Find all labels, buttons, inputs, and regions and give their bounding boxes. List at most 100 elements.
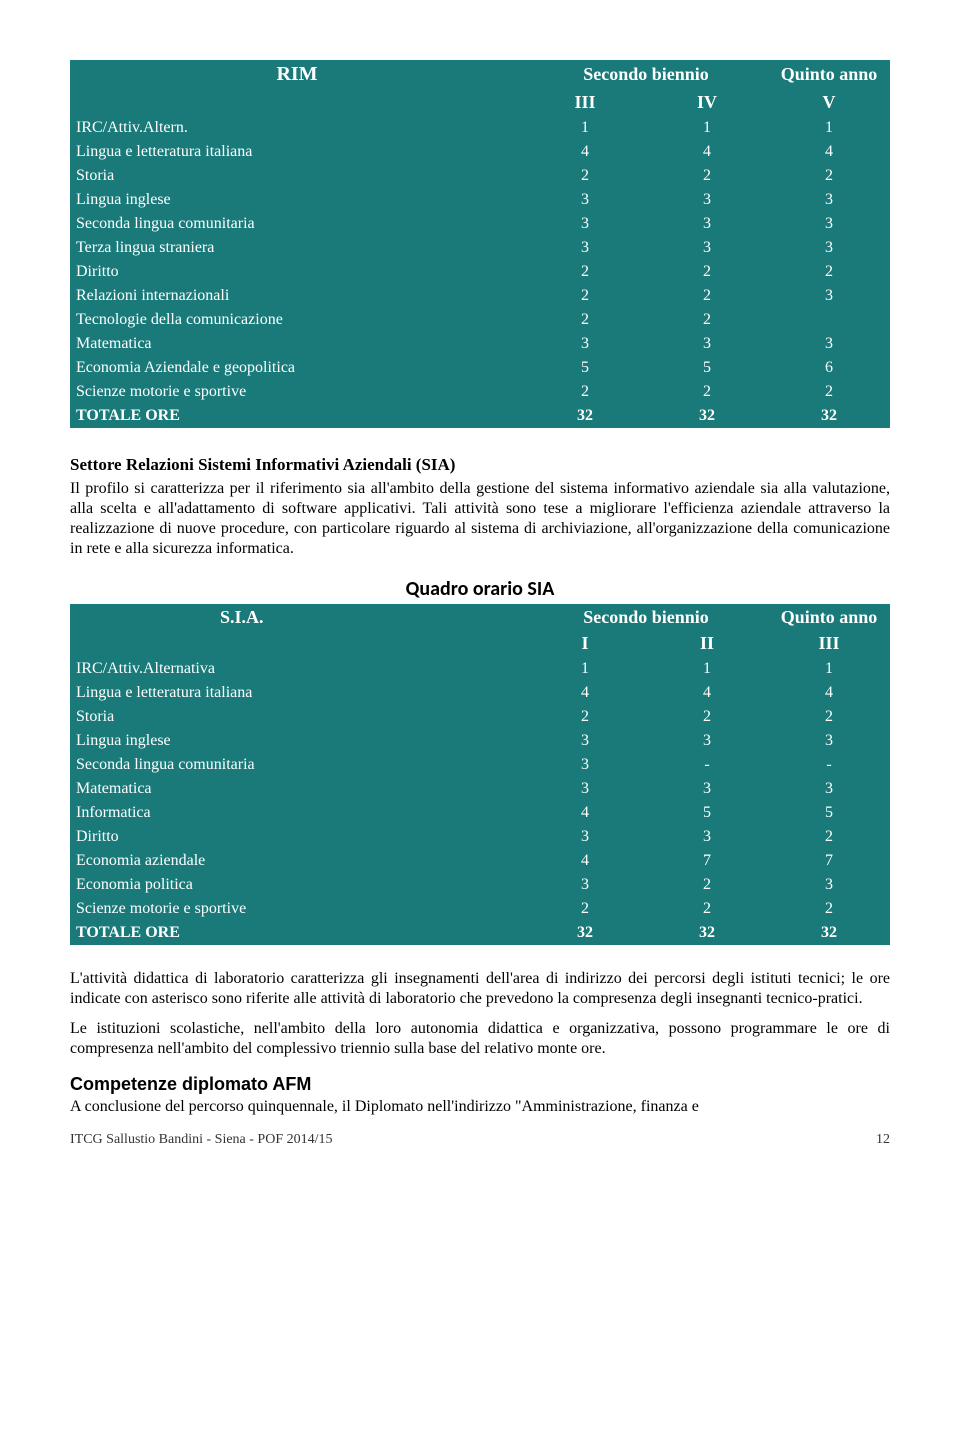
row-value: 2: [646, 308, 768, 332]
table-row: Seconda lingua comunitaria333: [70, 212, 890, 236]
row-label: Lingua inglese: [70, 188, 524, 212]
row-label: Storia: [70, 705, 524, 729]
table-row: Economia aziendale477: [70, 849, 890, 873]
table-row: Matematica333: [70, 777, 890, 801]
table-row: Diritto222: [70, 260, 890, 284]
row-label: Matematica: [70, 332, 524, 356]
table-row: Terza lingua straniera333: [70, 236, 890, 260]
row-value: 2: [646, 380, 768, 404]
table-row: IRC/Attiv.Alternativa111: [70, 657, 890, 681]
row-value: 3: [524, 212, 646, 236]
page-number: 12: [876, 1131, 890, 1149]
row-value: 7: [646, 849, 768, 873]
row-value: 1: [768, 116, 890, 140]
row-value: 2: [646, 705, 768, 729]
row-value: -: [768, 753, 890, 777]
rim-period1: Secondo biennio: [524, 60, 768, 89]
sia-table: S.I.A. Secondo biennio Quinto anno I II …: [70, 604, 890, 945]
sia-col-ii: II: [646, 630, 768, 657]
row-value: 3: [646, 332, 768, 356]
table-row: Matematica333: [70, 332, 890, 356]
row-value: 2: [768, 164, 890, 188]
row-value: 5: [646, 801, 768, 825]
row-value: 2: [524, 897, 646, 921]
row-value: 2: [524, 260, 646, 284]
row-value: 2: [524, 380, 646, 404]
row-value: 3: [524, 236, 646, 260]
row-label: Scienze motorie e sportive: [70, 897, 524, 921]
table-row: Lingua e letteratura italiana444: [70, 140, 890, 164]
row-value: 3: [768, 188, 890, 212]
table-row: Seconda lingua comunitaria3--: [70, 753, 890, 777]
row-value: 2: [524, 284, 646, 308]
row-label: Economia aziendale: [70, 849, 524, 873]
row-value: 3: [524, 753, 646, 777]
row-value: 32: [524, 404, 646, 428]
rim-col-iii: III: [524, 89, 646, 116]
row-value: 2: [524, 308, 646, 332]
row-value: 3: [524, 188, 646, 212]
row-value: 3: [646, 236, 768, 260]
row-value: 32: [768, 404, 890, 428]
row-label: Diritto: [70, 825, 524, 849]
row-value: 3: [646, 729, 768, 753]
row-value: 4: [646, 681, 768, 705]
sia-period2: Quinto anno: [768, 604, 890, 631]
table-row: Lingua inglese333: [70, 729, 890, 753]
row-label: Seconda lingua comunitaria: [70, 212, 524, 236]
row-value: 1: [646, 657, 768, 681]
table-row: Informatica455: [70, 801, 890, 825]
row-label: Lingua inglese: [70, 729, 524, 753]
sia-col-i: I: [524, 630, 646, 657]
row-value: 5: [524, 356, 646, 380]
row-value: 3: [524, 729, 646, 753]
row-label: IRC/Attiv.Altern.: [70, 116, 524, 140]
table-row: Tecnologie della comunicazione22: [70, 308, 890, 332]
table-row: Scienze motorie e sportive222: [70, 380, 890, 404]
rim-period2: Quinto anno: [768, 60, 890, 89]
row-value: [768, 308, 890, 332]
row-value: 3: [768, 212, 890, 236]
sia-paragraph: Il profilo si caratterizza per il riferi…: [70, 479, 890, 559]
row-value: 2: [524, 705, 646, 729]
row-value: 1: [646, 116, 768, 140]
row-value: 5: [768, 801, 890, 825]
row-label: Economia politica: [70, 873, 524, 897]
row-label: TOTALE ORE: [70, 921, 524, 945]
table-row: Relazioni internazionali223: [70, 284, 890, 308]
row-label: Diritto: [70, 260, 524, 284]
row-value: 2: [768, 825, 890, 849]
row-value: 3: [646, 825, 768, 849]
row-value: 3: [524, 332, 646, 356]
row-value: 4: [524, 849, 646, 873]
row-value: 3: [524, 777, 646, 801]
row-value: 3: [524, 825, 646, 849]
row-value: 2: [646, 164, 768, 188]
row-value: 2: [524, 164, 646, 188]
row-value: 32: [524, 921, 646, 945]
row-value: 32: [646, 921, 768, 945]
row-value: 4: [768, 681, 890, 705]
row-label: Seconda lingua comunitaria: [70, 753, 524, 777]
competenze-title: Competenze diplomato AFM: [70, 1073, 890, 1096]
row-value: 3: [768, 236, 890, 260]
row-value: 3: [524, 873, 646, 897]
sia-col-iii: III: [768, 630, 890, 657]
row-value: 1: [524, 657, 646, 681]
row-value: 3: [768, 332, 890, 356]
row-value: 2: [646, 284, 768, 308]
rim-title: RIM: [70, 60, 524, 89]
row-value: 3: [768, 777, 890, 801]
row-label: Matematica: [70, 777, 524, 801]
row-value: 2: [646, 260, 768, 284]
table-row: TOTALE ORE323232: [70, 404, 890, 428]
row-value: 5: [646, 356, 768, 380]
table-row: IRC/Attiv.Altern.111: [70, 116, 890, 140]
post-para-2: Le istituzioni scolastiche, nell'ambito …: [70, 1019, 890, 1059]
sia-period1: Secondo biennio: [524, 604, 768, 631]
row-value: 3: [646, 188, 768, 212]
row-value: 4: [524, 801, 646, 825]
row-label: IRC/Attiv.Alternativa: [70, 657, 524, 681]
table-row: Storia222: [70, 164, 890, 188]
rim-col-iv: IV: [646, 89, 768, 116]
